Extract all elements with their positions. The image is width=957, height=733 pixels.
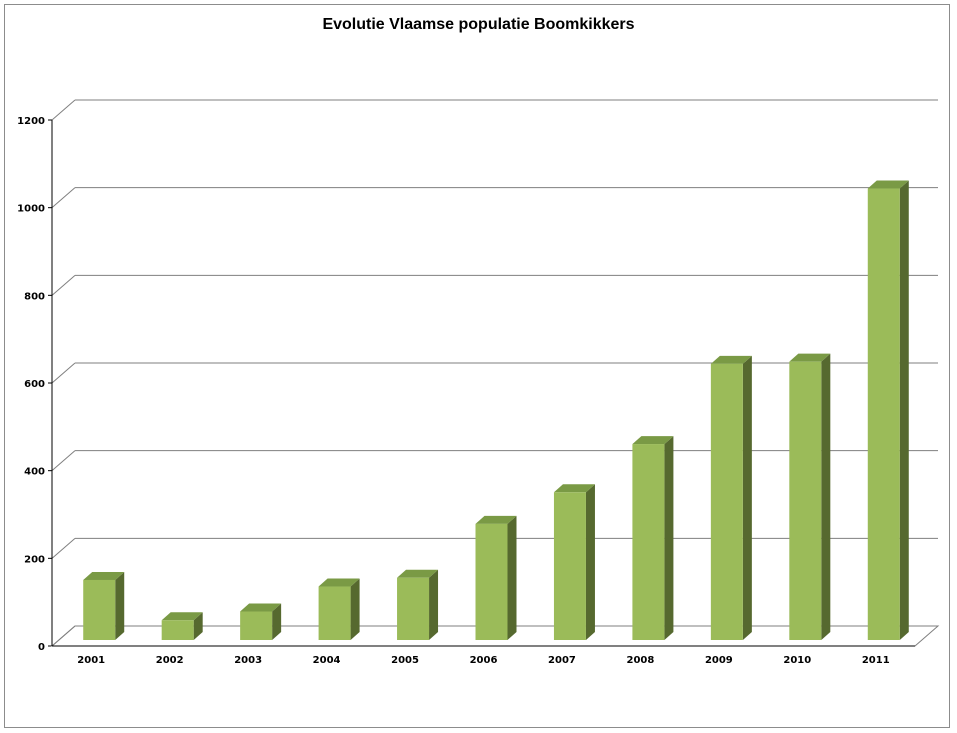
bar-top	[475, 515, 517, 524]
bar-front	[318, 586, 351, 640]
bar-front	[83, 579, 116, 640]
x-tick-label: 2001	[77, 655, 105, 666]
y-tick-label: 1000	[17, 204, 45, 215]
bar-side	[350, 578, 360, 640]
bar-front	[553, 492, 586, 640]
bar-side	[193, 612, 203, 640]
bar-side	[272, 603, 282, 640]
bar-side	[429, 569, 439, 640]
bar-top	[240, 603, 282, 612]
bar-top	[867, 180, 909, 189]
bar-front	[161, 620, 194, 640]
bar-side	[115, 571, 125, 640]
y-tick-label: 0	[38, 642, 45, 653]
bar-2008	[632, 436, 674, 640]
bar-2010	[789, 353, 831, 640]
bar-2009	[710, 355, 752, 640]
x-tick-labels: 2001 2002 2003 2004 2005 2006 2007 2008 2009 2010…	[77, 655, 889, 666]
y-tick-label: 200	[24, 554, 45, 565]
bar-2006	[475, 515, 517, 640]
bar-2005	[397, 569, 439, 640]
bar-top	[789, 353, 831, 362]
x-tick-label: 2003	[234, 655, 262, 666]
bars	[83, 180, 909, 640]
bar-side	[585, 484, 595, 640]
bar-front	[867, 188, 900, 640]
y-tick-labels: 0 200 400 600 800 1000 1200	[17, 116, 45, 653]
bar-top	[397, 569, 439, 578]
x-tick-label: 2010	[783, 655, 811, 666]
y-tick-label: 1200	[17, 116, 45, 127]
x-tick-label: 2009	[705, 655, 733, 666]
bar-side	[507, 515, 517, 640]
bar-side	[742, 355, 752, 640]
x-tick-label: 2004	[313, 655, 341, 666]
gridline-connector-200	[51, 537, 76, 559]
bar-front	[397, 577, 430, 640]
bar-2011	[867, 180, 909, 640]
gridline-connector-1000	[51, 187, 76, 209]
bar-top	[710, 355, 752, 364]
gridline-connector-600	[51, 362, 76, 384]
bar-top	[553, 484, 595, 493]
x-tick-label: 2007	[548, 655, 576, 666]
bar-front	[789, 361, 822, 640]
y-tick-label: 800	[24, 291, 45, 302]
x-tick-label: 2005	[391, 655, 419, 666]
bar-front	[710, 363, 743, 640]
gridline-connector-400	[51, 450, 76, 472]
bar-2001	[83, 571, 125, 640]
bar-side	[821, 353, 831, 640]
bar-2002	[161, 612, 203, 640]
gridline-connector-1200	[51, 99, 76, 121]
bar-top	[632, 436, 674, 445]
y-tick-label: 400	[24, 467, 45, 478]
gridline-connector-800	[51, 274, 76, 296]
chart-title: Evolutie Vlaamse populatie Boomkikkers	[322, 16, 635, 33]
x-tick-label: 2006	[470, 655, 498, 666]
x-tick-label: 2008	[626, 655, 654, 666]
bar-top	[161, 612, 203, 621]
x-tick-label: 2011	[862, 655, 890, 666]
bar-side	[899, 180, 909, 640]
bar-2004	[318, 578, 360, 640]
y-tick-label: 600	[24, 379, 45, 390]
bar-2007	[553, 484, 595, 640]
bar-front	[475, 523, 508, 640]
x-tick-label: 2002	[156, 655, 184, 666]
bar-front	[632, 444, 665, 640]
bar-top	[83, 571, 125, 580]
bar-side	[664, 436, 674, 640]
bar-front	[240, 611, 273, 640]
axes	[48, 119, 940, 647]
bar-2003	[240, 603, 282, 640]
bar-top	[318, 578, 360, 587]
